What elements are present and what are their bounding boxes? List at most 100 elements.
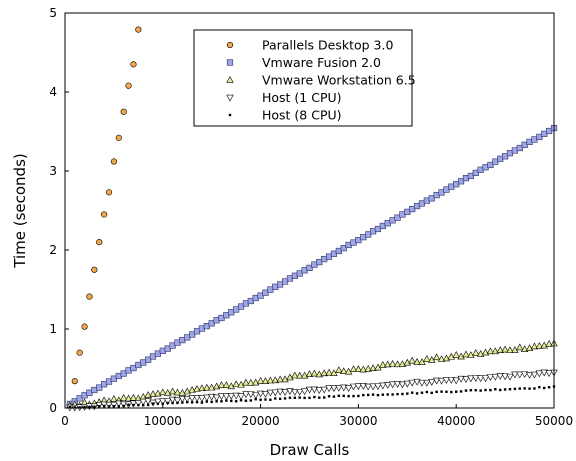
data-point <box>93 405 96 408</box>
data-point <box>217 381 226 388</box>
data-point <box>291 371 299 379</box>
data-point <box>247 378 255 386</box>
data-point <box>305 370 314 377</box>
data-point <box>274 397 277 400</box>
x-axis-label: Draw Calls <box>270 441 350 459</box>
data-point <box>447 377 456 384</box>
data-point <box>467 375 475 383</box>
data-point <box>418 379 426 387</box>
data-point <box>293 396 297 399</box>
legend: Parallels Desktop 3.0 Vmware Fusion 2.0 Vm… <box>193 29 416 127</box>
y-tick-label: 1 <box>49 322 57 336</box>
data-point <box>242 391 250 399</box>
data-point <box>296 388 304 396</box>
series-0 <box>71 26 142 385</box>
data-point <box>335 385 343 392</box>
data-point <box>215 400 218 403</box>
data-point <box>506 346 514 354</box>
data-point <box>142 404 145 407</box>
data-point <box>472 375 480 382</box>
data-point <box>445 390 448 393</box>
data-point <box>168 387 177 395</box>
data-point <box>271 376 279 384</box>
data-point <box>120 370 127 377</box>
data-point <box>359 383 367 390</box>
data-point <box>403 358 412 366</box>
data-point <box>68 405 72 409</box>
data-point <box>393 381 402 388</box>
data-point <box>503 388 507 391</box>
data-point <box>269 398 272 401</box>
data-point <box>286 373 294 381</box>
data-point <box>415 392 419 395</box>
data-point <box>151 402 155 405</box>
data-point <box>154 398 162 406</box>
data-point <box>432 377 441 385</box>
data-point <box>362 393 365 397</box>
data-point <box>181 401 184 404</box>
data-point <box>530 371 539 379</box>
data-point <box>129 393 138 401</box>
data-point <box>281 375 289 383</box>
data-point <box>325 368 333 376</box>
data-point <box>486 347 495 355</box>
data-point <box>193 395 201 402</box>
data-point <box>120 108 127 115</box>
data-point <box>384 360 392 368</box>
data-point <box>186 400 189 404</box>
y-tick-label: 2 <box>49 243 57 257</box>
data-point <box>154 389 162 397</box>
data-point <box>538 385 541 389</box>
data-point <box>516 343 524 351</box>
x-tick-label: 20000 <box>242 414 280 428</box>
data-point <box>262 289 269 296</box>
data-point <box>501 345 509 353</box>
data-point <box>83 405 86 409</box>
data-point <box>159 398 167 406</box>
data-point <box>403 380 412 388</box>
data-point <box>320 369 328 377</box>
data-point <box>88 405 91 409</box>
data-point <box>127 403 130 407</box>
data-point <box>129 400 138 408</box>
data-point <box>78 406 81 409</box>
y-tick-label: 3 <box>49 164 57 178</box>
data-point <box>210 400 213 404</box>
data-point <box>408 356 416 364</box>
data-point <box>352 394 355 398</box>
data-point <box>254 398 257 401</box>
data-point <box>125 82 132 89</box>
data-point <box>163 398 172 406</box>
data-point <box>374 383 382 391</box>
data-point <box>193 385 201 392</box>
data-point <box>452 377 460 385</box>
data-point <box>115 400 123 408</box>
data-point <box>420 391 424 394</box>
data-point <box>525 344 534 352</box>
data-point <box>516 144 523 152</box>
data-point <box>232 380 240 388</box>
data-point <box>535 341 544 349</box>
data-point <box>359 365 367 373</box>
data-point <box>525 372 534 379</box>
data-point <box>227 382 235 390</box>
series-1 <box>66 124 558 408</box>
data-point <box>110 158 117 165</box>
data-point <box>386 393 389 396</box>
data-point <box>291 389 299 396</box>
data-point <box>266 376 275 384</box>
legend-label: Parallels Desktop 3.0 <box>262 38 393 53</box>
data-point <box>100 401 108 409</box>
data-point <box>394 214 401 221</box>
data-point <box>398 381 407 389</box>
data-point <box>173 388 182 396</box>
legend-marker <box>228 113 232 117</box>
data-point <box>137 403 140 407</box>
axes-frame <box>64 12 555 409</box>
x-tick-label: 50000 <box>535 414 573 428</box>
data-point <box>318 396 321 399</box>
data-point <box>484 388 487 392</box>
data-point <box>340 384 348 392</box>
data-point <box>112 405 116 408</box>
